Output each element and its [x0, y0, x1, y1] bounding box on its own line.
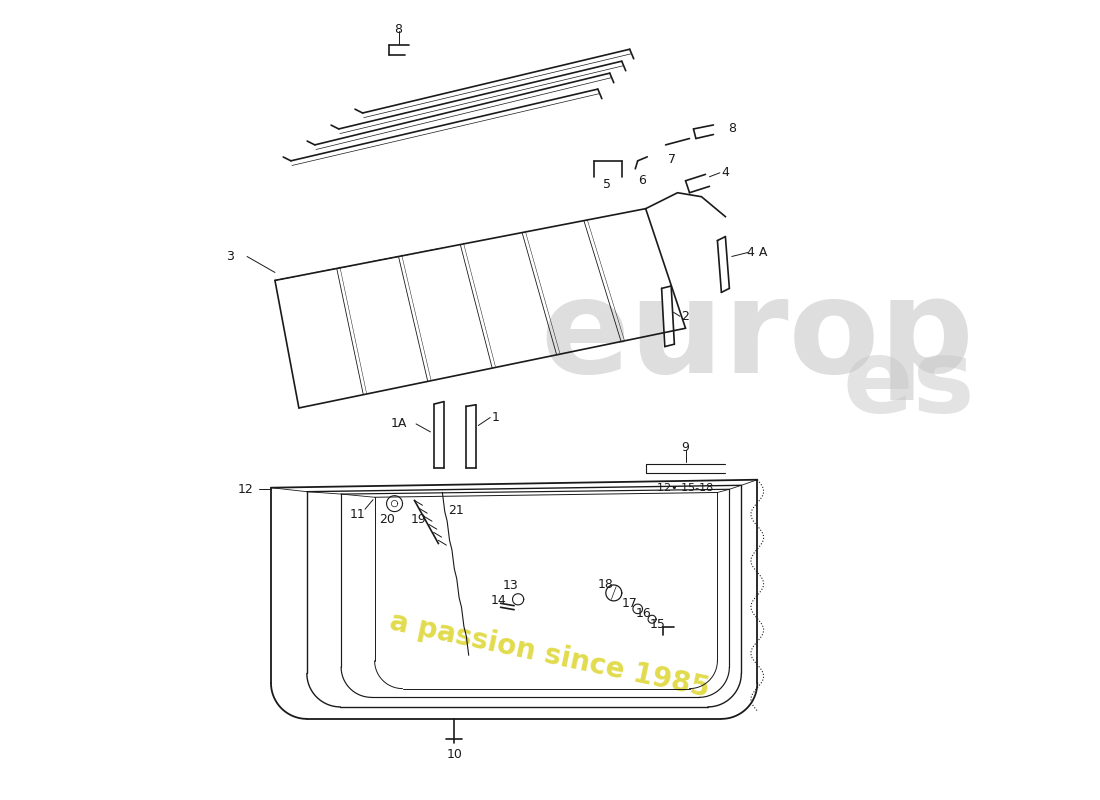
Text: 18: 18	[598, 578, 614, 591]
Text: 13: 13	[503, 579, 518, 592]
Text: 8: 8	[728, 122, 736, 135]
Text: 21: 21	[448, 503, 464, 517]
Text: 9: 9	[682, 442, 690, 454]
Text: 3: 3	[226, 250, 233, 263]
Text: 16: 16	[636, 607, 651, 620]
Text: 4: 4	[722, 166, 729, 179]
Text: 10: 10	[447, 748, 462, 762]
Text: 11: 11	[349, 507, 365, 521]
Text: 6: 6	[638, 174, 646, 187]
Text: 5: 5	[604, 178, 612, 191]
Text: 15: 15	[650, 618, 666, 631]
Text: 8: 8	[395, 22, 403, 36]
Text: 14: 14	[491, 594, 506, 607]
Text: 2: 2	[682, 310, 690, 322]
Text: 17: 17	[621, 597, 638, 610]
Text: europ: europ	[540, 273, 975, 400]
Text: 7: 7	[668, 153, 676, 166]
Text: 19: 19	[410, 513, 427, 526]
Text: 12: 12	[238, 482, 253, 496]
Text: 4 A: 4 A	[747, 246, 768, 259]
Text: 1: 1	[492, 411, 499, 424]
Text: es: es	[843, 334, 975, 434]
Text: 1A: 1A	[390, 418, 407, 430]
Text: 20: 20	[378, 513, 395, 526]
Text: 12• 15-18: 12• 15-18	[658, 482, 714, 493]
Text: a passion since 1985: a passion since 1985	[387, 607, 713, 702]
